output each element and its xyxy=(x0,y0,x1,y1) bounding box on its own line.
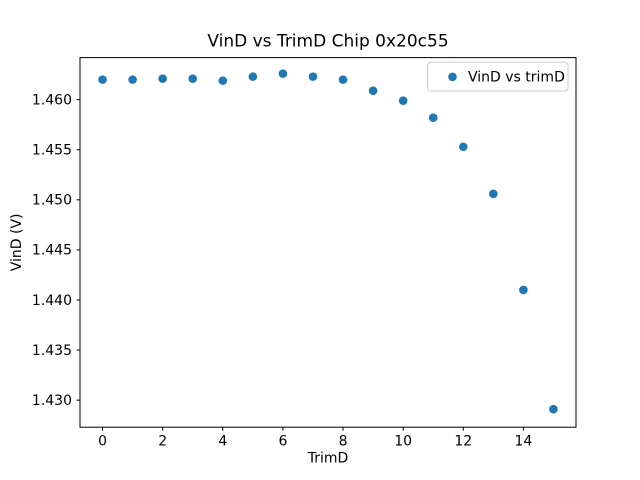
data-point xyxy=(368,86,378,95)
data-point xyxy=(98,75,107,84)
y-axis-label: VinD (V) xyxy=(9,214,25,272)
data-point xyxy=(308,72,318,81)
x-tick-label: 4 xyxy=(218,434,227,450)
data-point xyxy=(188,74,198,83)
data-point xyxy=(158,74,167,83)
legend: VinD vs trimD xyxy=(427,61,569,92)
y-tick-label: 1.435 xyxy=(32,343,72,359)
legend-label: VinD vs trimD xyxy=(468,70,565,86)
data-point xyxy=(338,75,348,84)
data-point xyxy=(248,72,258,81)
x-tick-label: 2 xyxy=(158,434,167,450)
data-point xyxy=(278,69,288,78)
x-axis-ticks: 0 2 4 6 8 10 12 14 xyxy=(98,427,532,450)
data-point xyxy=(458,142,468,152)
legend-box xyxy=(427,61,569,92)
y-tick-label: 1.450 xyxy=(32,193,72,209)
x-tick-label: 6 xyxy=(278,434,287,450)
y-tick-label: 1.460 xyxy=(32,92,72,108)
x-tick-label: 12 xyxy=(454,434,472,450)
y-tick-label: 1.430 xyxy=(32,393,72,409)
x-tick-label: 0 xyxy=(98,434,107,450)
data-point xyxy=(428,113,438,122)
data-point xyxy=(489,189,498,199)
x-axis-label: TrimD xyxy=(307,451,349,467)
legend-marker-circle-icon xyxy=(448,72,457,82)
x-tick-label: 8 xyxy=(339,434,348,450)
axes-frame xyxy=(79,57,577,428)
x-tick-label: 14 xyxy=(514,434,532,450)
data-point xyxy=(218,76,228,85)
x-tick-label: 10 xyxy=(394,434,412,450)
data-point xyxy=(398,96,408,105)
y-tick-label: 1.455 xyxy=(32,143,72,159)
data-point xyxy=(549,404,558,414)
chart-title: VinD vs TrimD Chip 0x20c55 xyxy=(207,32,448,52)
data-point xyxy=(128,75,137,84)
y-tick-label: 1.440 xyxy=(32,293,72,309)
y-axis-ticks: 1.430 1.435 1.440 1.445 1.450 1.455 1.460 xyxy=(32,92,80,409)
y-tick-label: 1.445 xyxy=(32,243,72,259)
data-points xyxy=(98,69,558,414)
data-point xyxy=(519,285,528,295)
